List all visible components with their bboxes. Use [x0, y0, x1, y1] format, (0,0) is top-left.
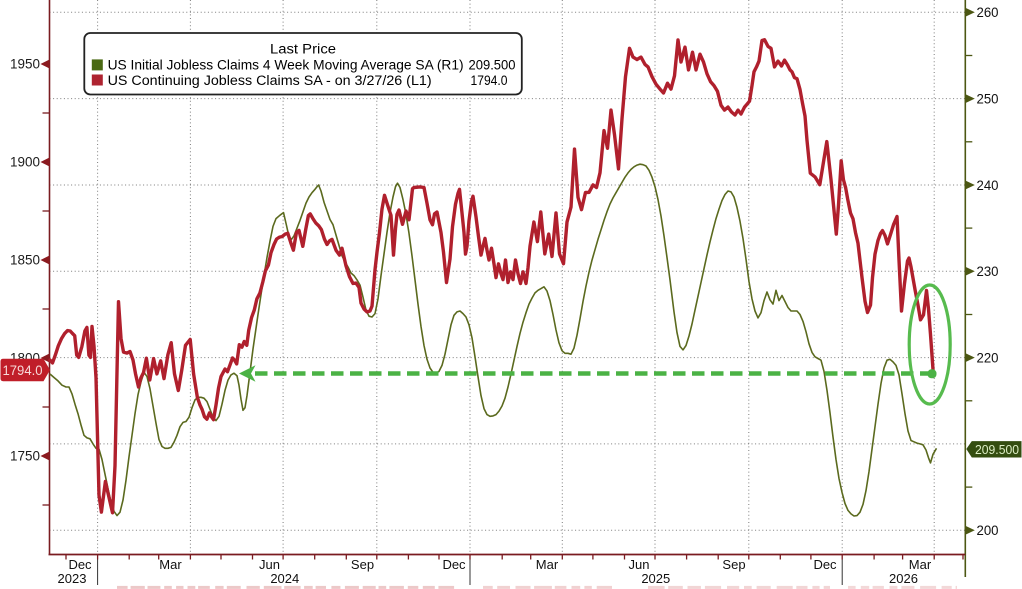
- svg-text:220: 220: [977, 350, 999, 365]
- svg-text:Sep: Sep: [722, 557, 745, 572]
- svg-text:2026: 2026: [889, 571, 918, 586]
- svg-text:250: 250: [977, 91, 999, 106]
- svg-text:US Continuing Jobless Claims S: US Continuing Jobless Claims SA - on 3/2…: [108, 73, 432, 88]
- svg-text:2024: 2024: [270, 571, 299, 586]
- svg-text:Dec: Dec: [68, 557, 92, 572]
- svg-text:Dec: Dec: [813, 557, 837, 572]
- svg-text:1794.0: 1794.0: [3, 363, 43, 379]
- svg-text:US Initial Jobless Claims 4 We: US Initial Jobless Claims 4 Week Moving …: [108, 58, 464, 73]
- svg-text:1850: 1850: [10, 253, 40, 268]
- svg-text:200: 200: [977, 523, 999, 538]
- svg-text:2023: 2023: [58, 571, 87, 586]
- svg-text:1794.0: 1794.0: [471, 73, 508, 88]
- svg-text:240: 240: [977, 178, 999, 193]
- svg-text:Sep: Sep: [351, 557, 374, 572]
- svg-text:Jun: Jun: [629, 557, 650, 572]
- svg-text:1750: 1750: [10, 449, 40, 464]
- svg-text:1900: 1900: [10, 155, 40, 170]
- svg-text:Jun: Jun: [259, 557, 280, 572]
- svg-text:209.500: 209.500: [469, 58, 516, 73]
- svg-text:Mar: Mar: [536, 557, 559, 572]
- svg-text:2025: 2025: [641, 571, 670, 586]
- svg-text:Dec: Dec: [442, 557, 466, 572]
- svg-text:209.500: 209.500: [975, 442, 1019, 457]
- svg-text:Mar: Mar: [159, 557, 182, 572]
- svg-text:260: 260: [977, 5, 999, 20]
- svg-text:1950: 1950: [10, 57, 40, 72]
- svg-text:230: 230: [977, 264, 999, 279]
- svg-text:Last Price: Last Price: [270, 42, 336, 57]
- svg-text:Mar: Mar: [909, 557, 932, 572]
